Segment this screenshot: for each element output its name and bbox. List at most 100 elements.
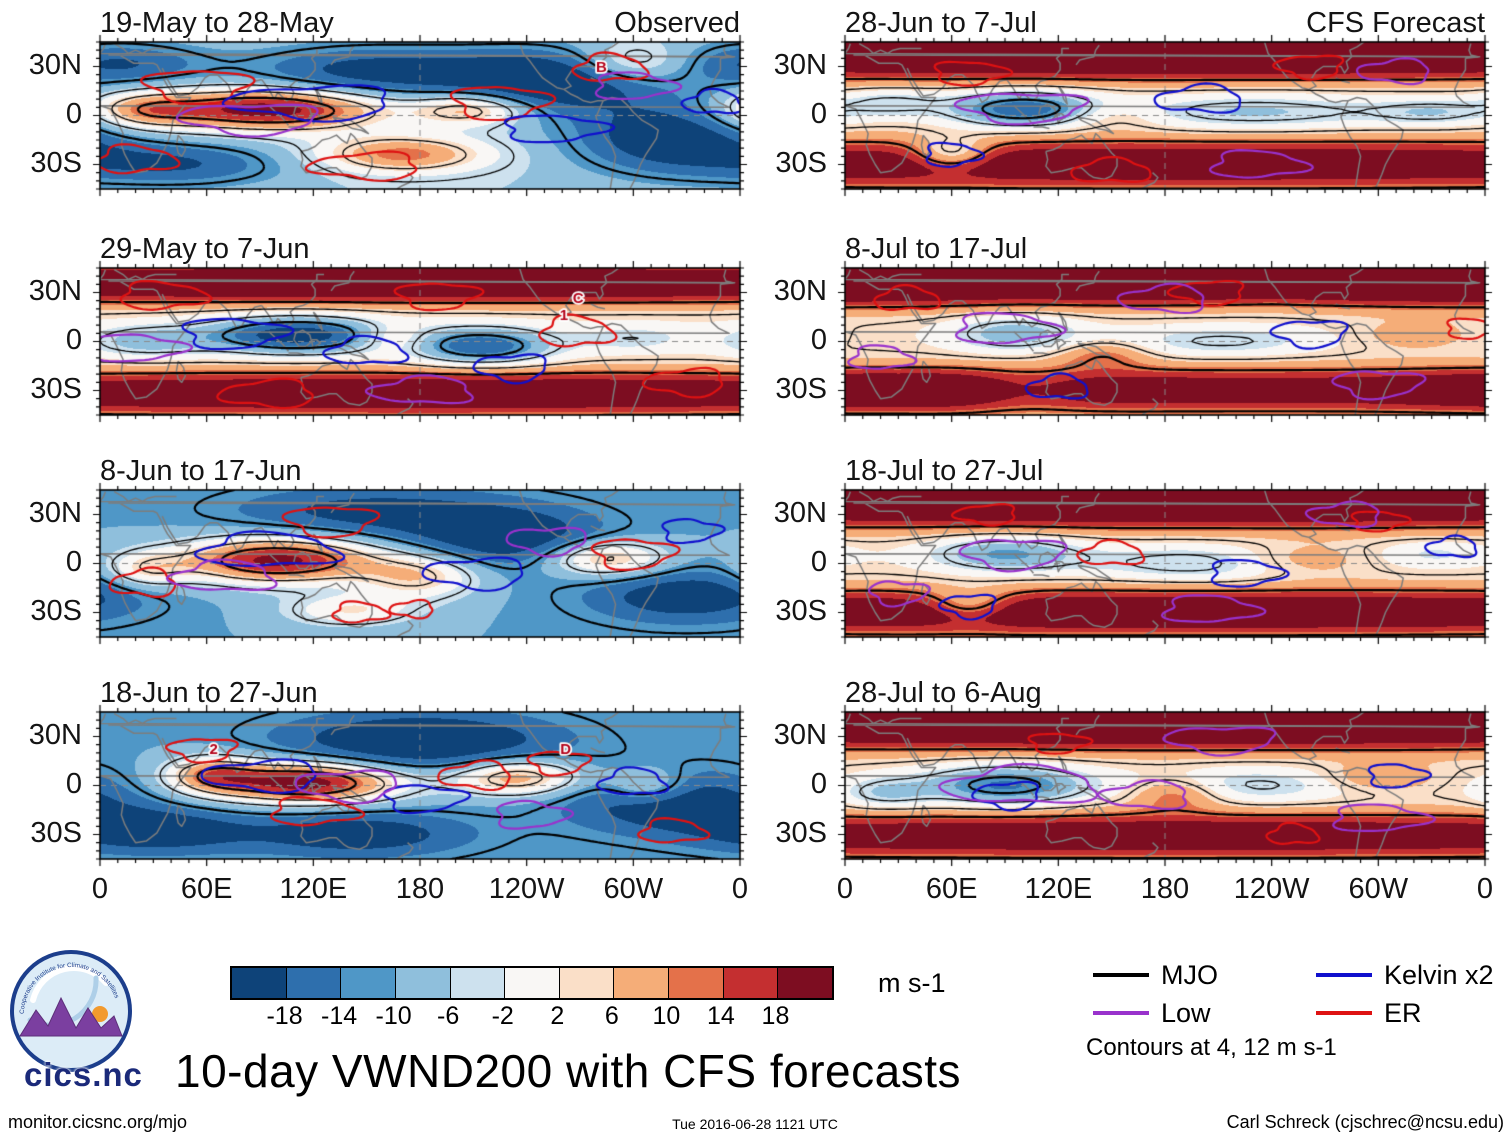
map-canvas [837, 482, 1493, 645]
logo-mountains-icon [19, 996, 123, 1037]
figure-title: 10-day VWND200 with CFS forecasts [175, 1045, 961, 1097]
map-panel: 19-May to 28-May Observed 30N 0 30S [29, 7, 748, 197]
footer-url: monitor.cicsnc.org/mjo [8, 1112, 188, 1132]
map-panel: 8-Jul to 17-Jul 30N 0 30S [774, 233, 1493, 423]
legend-contour-note: Contours at 4, 12 m s-1 [1086, 1034, 1337, 1061]
legend-label-er: ER [1384, 998, 1422, 1028]
y-tick-label: 0 [65, 97, 82, 130]
cicsnc-logo: Cooperative Institute for Climate and Sa… [10, 950, 132, 1072]
y-tick-label: 30S [775, 146, 827, 179]
colorbar-cell [778, 968, 833, 998]
legend-line-mjo [1093, 973, 1149, 977]
panel-title: 18-Jul to 27-Jul [845, 455, 1044, 487]
y-tick-label: 0 [65, 545, 82, 578]
x-tick-label: 120W [488, 873, 565, 905]
x-tick-label: 60W [603, 873, 664, 905]
map-canvas [837, 34, 1493, 197]
colorbar-tick-label: -2 [491, 1002, 514, 1030]
logo-wordmark: cics.nc [24, 1056, 143, 1093]
map-canvas [837, 260, 1493, 423]
colorbar [230, 966, 834, 1000]
x-tick-label: 120E [279, 873, 348, 905]
colorbar-cell [614, 968, 670, 998]
y-tick-label: 0 [810, 767, 827, 800]
legend-label-kelvin: Kelvin x2 [1384, 960, 1494, 990]
x-tick-label: 120E [1024, 873, 1093, 905]
colorbar-cell [341, 968, 396, 998]
colorbar-cell [723, 968, 779, 998]
colorbar-tick-label: -14 [321, 1002, 358, 1030]
y-tick-label: 30S [30, 372, 82, 405]
logo-swirl-icon [30, 964, 109, 1003]
map-panel: 28-Jul to 6-Aug 30N 0 30S 0 60E 120E 180 120W 60W… [774, 677, 1493, 905]
colorbar-cell [559, 968, 615, 998]
colorbar-tick-label: 18 [761, 1002, 790, 1030]
panel-corner-label: Observed [614, 7, 740, 39]
footer-timestamp: Tue 2016-06-28 1121 UTC [672, 1116, 838, 1132]
panel-title: 28-Jul to 6-Aug [845, 677, 1042, 709]
colorbar-cell [450, 968, 506, 998]
x-tick-label: 0 [91, 873, 109, 905]
y-tick-label: 0 [65, 323, 82, 356]
panel-title: 28-Jun to 7-Jul [845, 7, 1037, 39]
panel-corner-label: CFS Forecast [1306, 7, 1485, 39]
panel-title: 19-May to 28-May [100, 7, 334, 39]
x-tick-label: 180 [395, 873, 445, 905]
y-tick-label: 30N [28, 274, 82, 307]
colorbar-tick-label: 2 [550, 1002, 565, 1030]
colorbar-cell [669, 968, 724, 998]
x-tick-label: 180 [1140, 873, 1190, 905]
logo-sun-icon [92, 1006, 108, 1022]
colorbar-cell [232, 968, 287, 998]
x-tick-label: 60E [925, 873, 978, 905]
map-panel: 18-Jun to 27-Jun 30N 0 30S 0 60E 120E 180 120W 60… [29, 677, 748, 905]
x-tick-label: 60W [1348, 873, 1409, 905]
legend-line-kelvin [1316, 973, 1372, 977]
footer-author: Carl Schreck (cjschrec@ncsu.edu) [1226, 1112, 1504, 1132]
colorbar-tick-label: -18 [266, 1002, 303, 1030]
legend-line-low [1093, 1011, 1149, 1015]
panel-title: 18-Jun to 27-Jun [100, 677, 318, 709]
colorbar-tick-label: 10 [652, 1002, 681, 1030]
colorbar-cell [505, 968, 560, 998]
legend-line-er [1316, 1011, 1372, 1015]
panel-title: 29-May to 7-Jun [100, 233, 310, 265]
y-tick-label: 30S [775, 594, 827, 627]
map-canvas [837, 704, 1493, 867]
y-tick-label: 0 [810, 323, 827, 356]
y-tick-label: 0 [810, 545, 827, 578]
map-panel: 28-Jun to 7-Jul CFS Forecast 30N 0 30S [774, 7, 1493, 197]
map-panel: 8-Jun to 17-Jun 30N 0 30S [29, 455, 748, 645]
map-canvas [92, 260, 748, 423]
legend-label-low: Low [1161, 998, 1211, 1028]
panel-title: 8-Jul to 17-Jul [845, 233, 1028, 265]
colorbar-cell [395, 968, 451, 998]
y-tick-label: 30N [773, 274, 827, 307]
colorbar-units-label: m s-1 [878, 968, 946, 998]
x-tick-label: 120W [1233, 873, 1310, 905]
y-tick-label: 30S [30, 146, 82, 179]
y-tick-label: 30N [28, 496, 82, 529]
y-tick-label: 30S [30, 594, 82, 627]
y-tick-label: 30S [30, 816, 82, 849]
map-canvas [92, 34, 748, 197]
y-tick-label: 30N [773, 718, 827, 751]
y-tick-label: 0 [65, 767, 82, 800]
x-tick-label: 0 [1476, 873, 1494, 905]
x-tick-label: 60E [180, 873, 233, 905]
y-tick-label: 30S [775, 372, 827, 405]
x-tick-label: 0 [836, 873, 854, 905]
colorbar-cell [286, 968, 342, 998]
y-tick-label: 30N [773, 496, 827, 529]
colorbar-tick-label: 14 [707, 1002, 735, 1030]
y-tick-label: 30N [28, 718, 82, 751]
y-tick-label: 30N [28, 48, 82, 81]
colorbar-tick-label: -10 [375, 1002, 412, 1030]
map-canvas [92, 704, 748, 867]
map-panel: 18-Jul to 27-Jul 30N 0 30S [774, 455, 1493, 645]
legend-label-mjo: MJO [1161, 960, 1218, 990]
colorbar-tick-label: 6 [604, 1002, 619, 1030]
colorbar-tick-label: -6 [437, 1002, 460, 1030]
x-tick-label: 0 [731, 873, 749, 905]
